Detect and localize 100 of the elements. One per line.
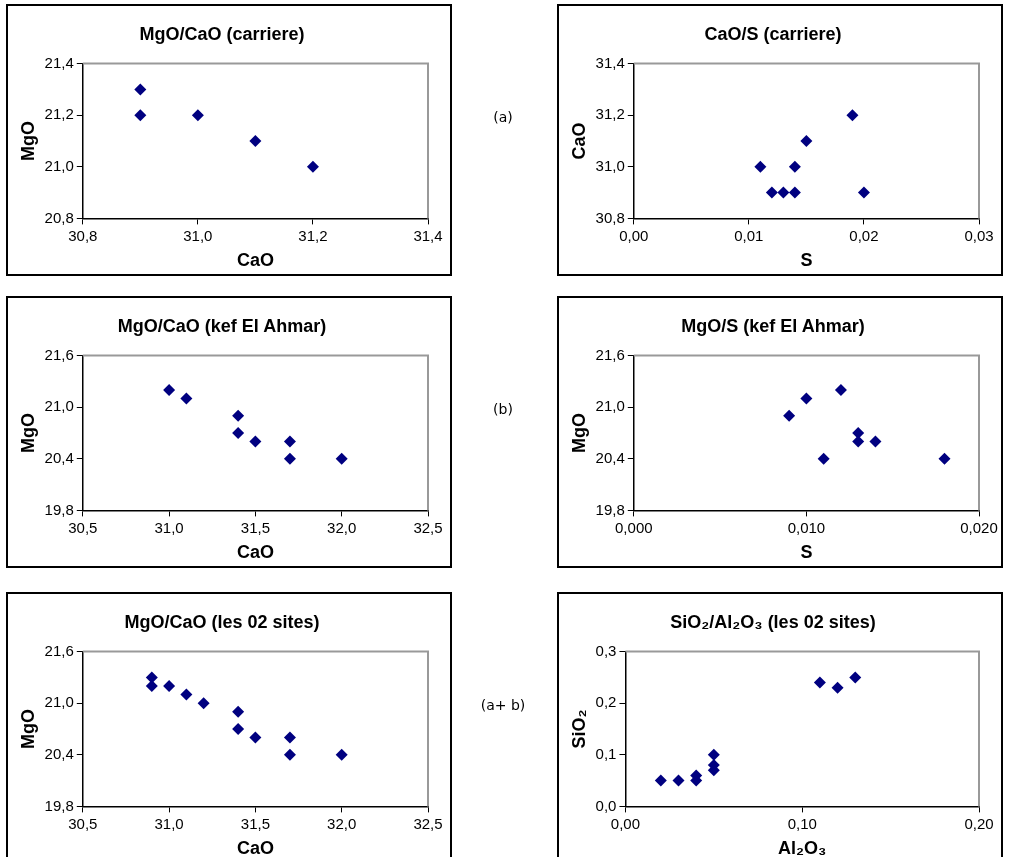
y-axis-title: MgO bbox=[568, 413, 589, 453]
y-tick-label: 20,4 bbox=[44, 744, 74, 762]
x-tick-label: 31,5 bbox=[240, 518, 270, 536]
point bbox=[335, 452, 348, 465]
point bbox=[249, 435, 262, 448]
chart-title: SiO₂/Al₂O₃ (les 02 sites) bbox=[670, 611, 876, 632]
chart-title: MgO/CaO (kef El Ahmar) bbox=[117, 315, 327, 336]
x-tick-label: 31,2 bbox=[298, 226, 328, 244]
x-tick-label: 30,5 bbox=[68, 814, 98, 832]
point bbox=[232, 705, 245, 718]
chart-title: MgO/CaO (les 02 sites) bbox=[124, 611, 320, 632]
y-tick-label: 20,4 bbox=[595, 448, 625, 466]
x-tick-label: 32,0 bbox=[327, 518, 357, 536]
x-tick-label: 0,00 bbox=[610, 814, 641, 832]
y-tick-label: 19,8 bbox=[595, 500, 625, 518]
point bbox=[849, 671, 862, 684]
y-tick-label: 0,0 bbox=[595, 796, 617, 814]
x-tick-label: 31,5 bbox=[240, 814, 270, 832]
y-tick-label: 0,1 bbox=[595, 744, 617, 762]
point bbox=[852, 427, 865, 439]
y-axis-title: SiO₂ bbox=[568, 709, 589, 749]
y-tick-label: 20,8 bbox=[44, 208, 74, 226]
point bbox=[134, 109, 147, 122]
point bbox=[800, 392, 813, 405]
x-axis-title: CaO bbox=[236, 542, 274, 563]
y-tick-label: 21,6 bbox=[595, 345, 625, 363]
point bbox=[834, 384, 847, 396]
y-tick-label: 19,8 bbox=[44, 796, 74, 814]
y-tick-label: 31,0 bbox=[595, 156, 625, 174]
point bbox=[145, 680, 158, 692]
point bbox=[163, 384, 176, 396]
y-tick-label: 21,0 bbox=[44, 397, 74, 415]
x-tick-label: 32,5 bbox=[413, 518, 443, 536]
x-tick-label: 30,5 bbox=[68, 518, 98, 536]
text: (b) bbox=[492, 401, 514, 417]
x-axis-title: S bbox=[800, 542, 813, 563]
point bbox=[788, 186, 801, 199]
point bbox=[283, 452, 296, 465]
x-axis-title: S bbox=[800, 250, 813, 271]
point bbox=[180, 688, 193, 701]
point bbox=[306, 160, 319, 173]
x-tick-label: 0,00 bbox=[619, 226, 649, 244]
y-tick-label: 0,2 bbox=[595, 693, 617, 711]
point bbox=[283, 731, 296, 744]
y-tick-label: 31,4 bbox=[595, 53, 625, 71]
y-tick-label: 31,2 bbox=[595, 105, 625, 123]
point bbox=[249, 731, 262, 744]
point bbox=[191, 109, 204, 122]
point bbox=[813, 676, 826, 689]
x-axis-title: Al₂O₃ bbox=[778, 838, 827, 857]
point bbox=[249, 135, 262, 147]
point bbox=[232, 409, 245, 422]
y-tick-label: 30,8 bbox=[595, 208, 625, 226]
y-axis-title: CaO bbox=[568, 122, 589, 160]
chart-title: MgO/S (kef El Ahmar) bbox=[681, 315, 865, 336]
point bbox=[777, 186, 790, 199]
x-axis-title: CaO bbox=[236, 250, 274, 271]
point bbox=[938, 452, 951, 465]
point bbox=[783, 409, 796, 422]
x-tick-label: 30,8 bbox=[68, 226, 98, 244]
point bbox=[283, 748, 296, 761]
point bbox=[846, 109, 859, 122]
x-tick-label: 32,0 bbox=[327, 814, 357, 832]
point bbox=[754, 160, 767, 173]
x-tick-label: 31,0 bbox=[154, 814, 184, 832]
point bbox=[817, 452, 830, 465]
y-axis-title: MgO bbox=[17, 121, 38, 161]
point bbox=[707, 748, 720, 761]
point bbox=[869, 435, 882, 448]
point bbox=[672, 774, 685, 787]
y-axis-title: MgO bbox=[17, 413, 38, 453]
point bbox=[831, 681, 844, 694]
point bbox=[654, 774, 667, 787]
text: (a) bbox=[492, 109, 514, 125]
point bbox=[857, 186, 870, 199]
point bbox=[134, 83, 147, 96]
y-tick-label: 21,4 bbox=[44, 53, 74, 71]
point bbox=[163, 680, 176, 692]
point bbox=[197, 697, 210, 710]
y-tick-label: 21,0 bbox=[44, 693, 74, 711]
y-tick-label: 19,8 bbox=[44, 500, 74, 518]
x-tick-label: 0,10 bbox=[787, 814, 817, 832]
x-tick-label: 0,02 bbox=[849, 226, 879, 244]
point bbox=[232, 723, 245, 735]
x-tick-label: 0,20 bbox=[964, 814, 994, 832]
point bbox=[180, 392, 193, 405]
y-tick-label: 20,4 bbox=[44, 448, 74, 466]
chart-title: CaO/S (carriere) bbox=[704, 23, 842, 44]
y-tick-label: 21,2 bbox=[44, 105, 74, 123]
y-tick-label: 21,0 bbox=[44, 156, 74, 174]
point bbox=[283, 435, 296, 448]
x-tick-label: 31,0 bbox=[154, 518, 184, 536]
x-tick-label: 32,5 bbox=[413, 814, 443, 832]
y-tick-label: 21,6 bbox=[44, 345, 74, 363]
x-tick-label: 0,000 bbox=[615, 518, 653, 536]
point bbox=[765, 186, 778, 199]
y-tick-label: 21,0 bbox=[595, 397, 625, 415]
x-axis-title: CaO bbox=[236, 838, 274, 857]
point bbox=[800, 135, 813, 147]
x-tick-label: 31,0 bbox=[183, 226, 213, 244]
